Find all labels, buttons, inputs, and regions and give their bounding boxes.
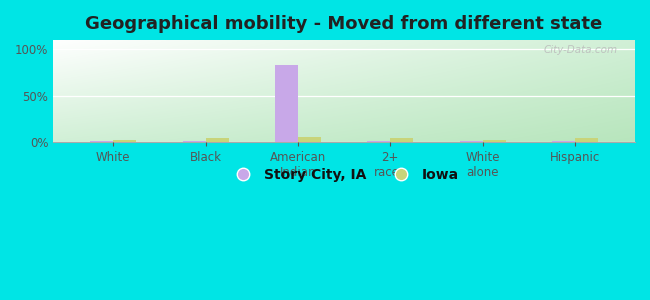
Bar — [205, 138, 229, 142]
Bar — [113, 140, 136, 142]
Bar — [367, 141, 390, 142]
Bar — [483, 140, 506, 142]
Bar — [298, 137, 321, 142]
Text: City-Data.com: City-Data.com — [543, 45, 618, 55]
Bar — [90, 141, 113, 142]
Bar — [390, 138, 413, 142]
Bar — [552, 141, 575, 142]
Bar — [460, 141, 483, 142]
Legend: Story City, IA, Iowa: Story City, IA, Iowa — [224, 163, 465, 188]
Title: Geographical mobility - Moved from different state: Geographical mobility - Moved from diffe… — [86, 15, 603, 33]
Bar — [275, 65, 298, 142]
Bar — [575, 138, 598, 142]
Bar — [183, 141, 205, 142]
